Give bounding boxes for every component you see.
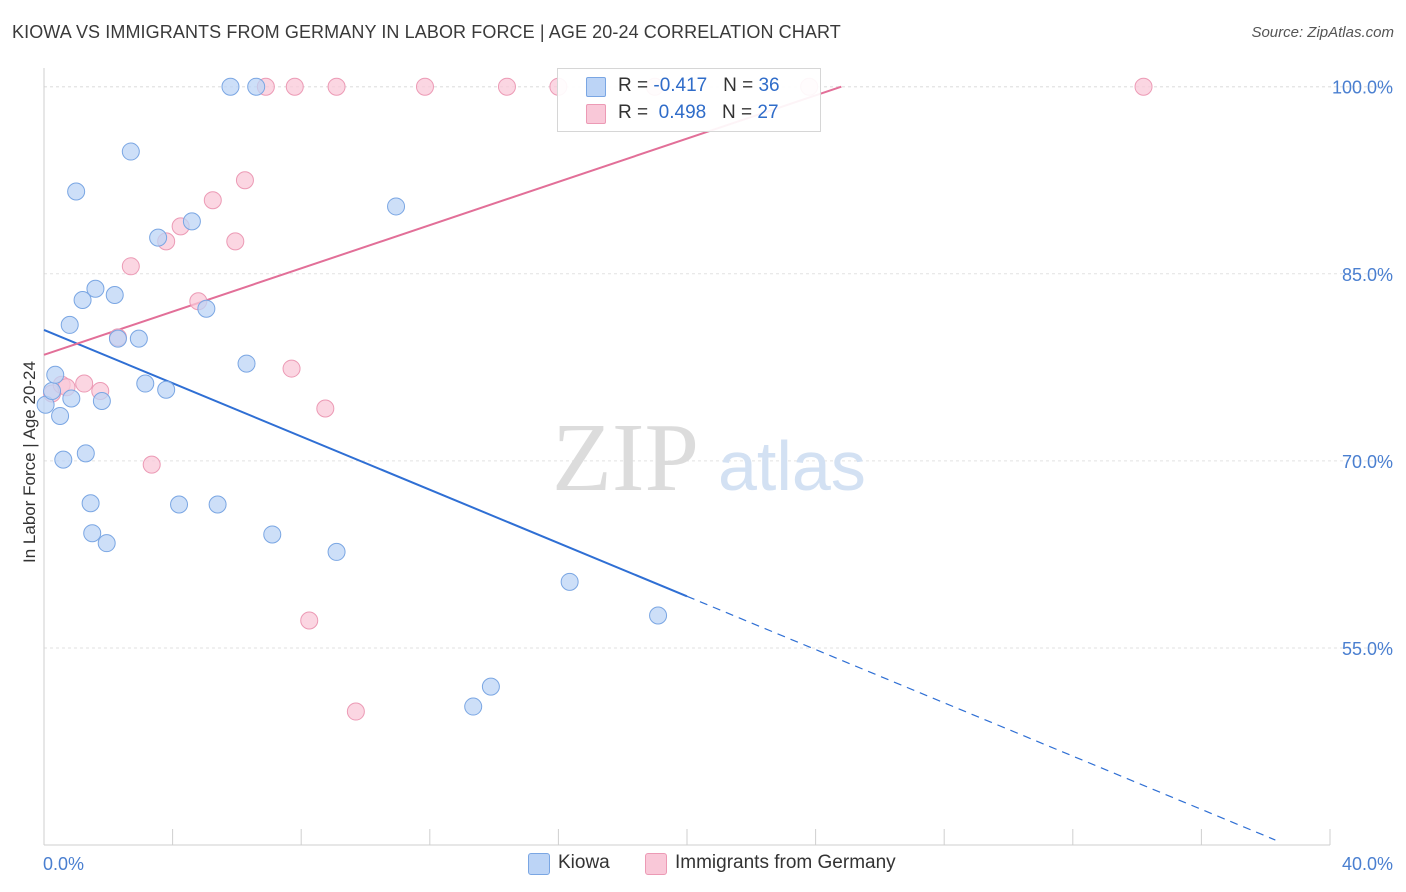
data-point-kiowa — [136, 374, 155, 393]
data-point-kiowa — [108, 329, 127, 348]
data-point-kiowa — [197, 299, 216, 318]
data-point-kiowa — [121, 142, 140, 161]
data-point-kiowa — [157, 380, 176, 399]
data-point-germany — [203, 191, 222, 210]
legend-label-germany: Immigrants from Germany — [675, 852, 896, 873]
data-point-germany — [415, 77, 434, 96]
legend-swatch-kiowa — [586, 77, 606, 97]
data-point-germany — [75, 374, 94, 393]
y-tick-labels: 55.0% 70.0% 85.0% 100.0% — [1332, 78, 1393, 659]
data-point-kiowa — [62, 389, 81, 408]
data-point-kiowa — [649, 606, 668, 625]
data-point-germany — [121, 257, 140, 276]
chart-title: KIOWA VS IMMIGRANTS FROM GERMANY IN LABO… — [12, 22, 841, 42]
y-tick-label: 100.0% — [1332, 78, 1393, 98]
legend-swatch-germany — [645, 853, 667, 875]
watermark-atlas: atlas — [718, 427, 866, 505]
legend-n-label: N = — [722, 102, 758, 123]
data-point-kiowa — [86, 279, 105, 298]
data-point-kiowa — [149, 228, 168, 247]
legend-r-label: R = — [618, 102, 654, 123]
legend-swatch-germany — [586, 104, 606, 124]
data-point-germany — [142, 455, 161, 474]
data-point-germany — [346, 702, 365, 721]
data-point-germany — [316, 399, 335, 418]
legend-text-kiowa: R = -0.417 N = 36 — [618, 75, 780, 97]
legend-n-value: 27 — [757, 102, 779, 123]
data-point-kiowa — [67, 182, 86, 201]
data-point-kiowa — [81, 494, 100, 513]
data-point-kiowa — [129, 329, 148, 348]
data-point-kiowa — [464, 697, 483, 716]
data-point-kiowa — [43, 382, 62, 401]
x-tick-label-min: 0.0% — [43, 854, 84, 874]
data-point-kiowa — [327, 542, 346, 561]
data-point-kiowa — [83, 524, 102, 543]
y-tick-label: 55.0% — [1342, 639, 1393, 659]
y-tick-label: 85.0% — [1342, 265, 1393, 285]
data-point-germany — [226, 232, 245, 251]
axes — [43, 68, 1331, 846]
data-point-germany — [285, 77, 304, 96]
data-point-kiowa — [237, 354, 256, 373]
data-point-kiowa — [387, 197, 406, 216]
data-point-kiowa — [263, 525, 282, 544]
data-point-germany — [282, 359, 301, 378]
data-point-kiowa — [221, 77, 240, 96]
legend-r-label: R = — [618, 75, 654, 96]
series-kiowa-points — [36, 77, 668, 716]
data-point-kiowa — [560, 572, 579, 591]
legend-r-value: -0.417 — [653, 75, 708, 96]
data-point-kiowa — [170, 495, 189, 514]
data-point-kiowa — [51, 406, 70, 425]
data-point-kiowa — [46, 365, 65, 384]
data-point-germany — [497, 77, 516, 96]
trend-line-kiowa-extension — [686, 595, 1276, 841]
data-point-kiowa — [73, 290, 92, 309]
correlation-legend: R = -0.417 N = 36 R = 0.498 N = 27 — [557, 68, 821, 132]
legend-label-kiowa: Kiowa — [558, 852, 610, 873]
data-point-kiowa — [60, 315, 79, 334]
legend-n-label: N = — [723, 75, 759, 96]
data-point-germany — [327, 77, 346, 96]
data-point-kiowa — [92, 392, 111, 410]
data-point-germany — [300, 611, 319, 630]
y-tick-label: 70.0% — [1342, 452, 1393, 472]
data-point-kiowa — [54, 450, 73, 469]
x-tick-label-max: 40.0% — [1342, 854, 1393, 874]
data-point-germany — [1134, 77, 1153, 96]
legend-n-value: 36 — [758, 75, 780, 96]
data-point-germany — [235, 171, 254, 190]
data-point-kiowa — [105, 285, 124, 304]
data-point-kiowa — [481, 677, 500, 696]
data-point-kiowa — [76, 444, 95, 463]
legend-text-germany: R = 0.498 N = 27 — [618, 102, 779, 124]
data-point-kiowa — [208, 495, 227, 514]
source-label: Source: ZipAtlas.com — [1251, 24, 1394, 41]
data-point-kiowa — [97, 534, 116, 553]
legend-swatch-kiowa — [528, 853, 550, 875]
data-point-kiowa — [247, 77, 266, 96]
legend-r-value: 0.498 — [653, 102, 707, 123]
series-legend: Kiowa Immigrants from Germany — [0, 852, 1406, 878]
data-point-kiowa — [182, 212, 201, 231]
watermark: ZIP atlas — [552, 404, 866, 512]
watermark-zip: ZIP — [552, 404, 699, 512]
trend-line-kiowa — [43, 328, 688, 598]
